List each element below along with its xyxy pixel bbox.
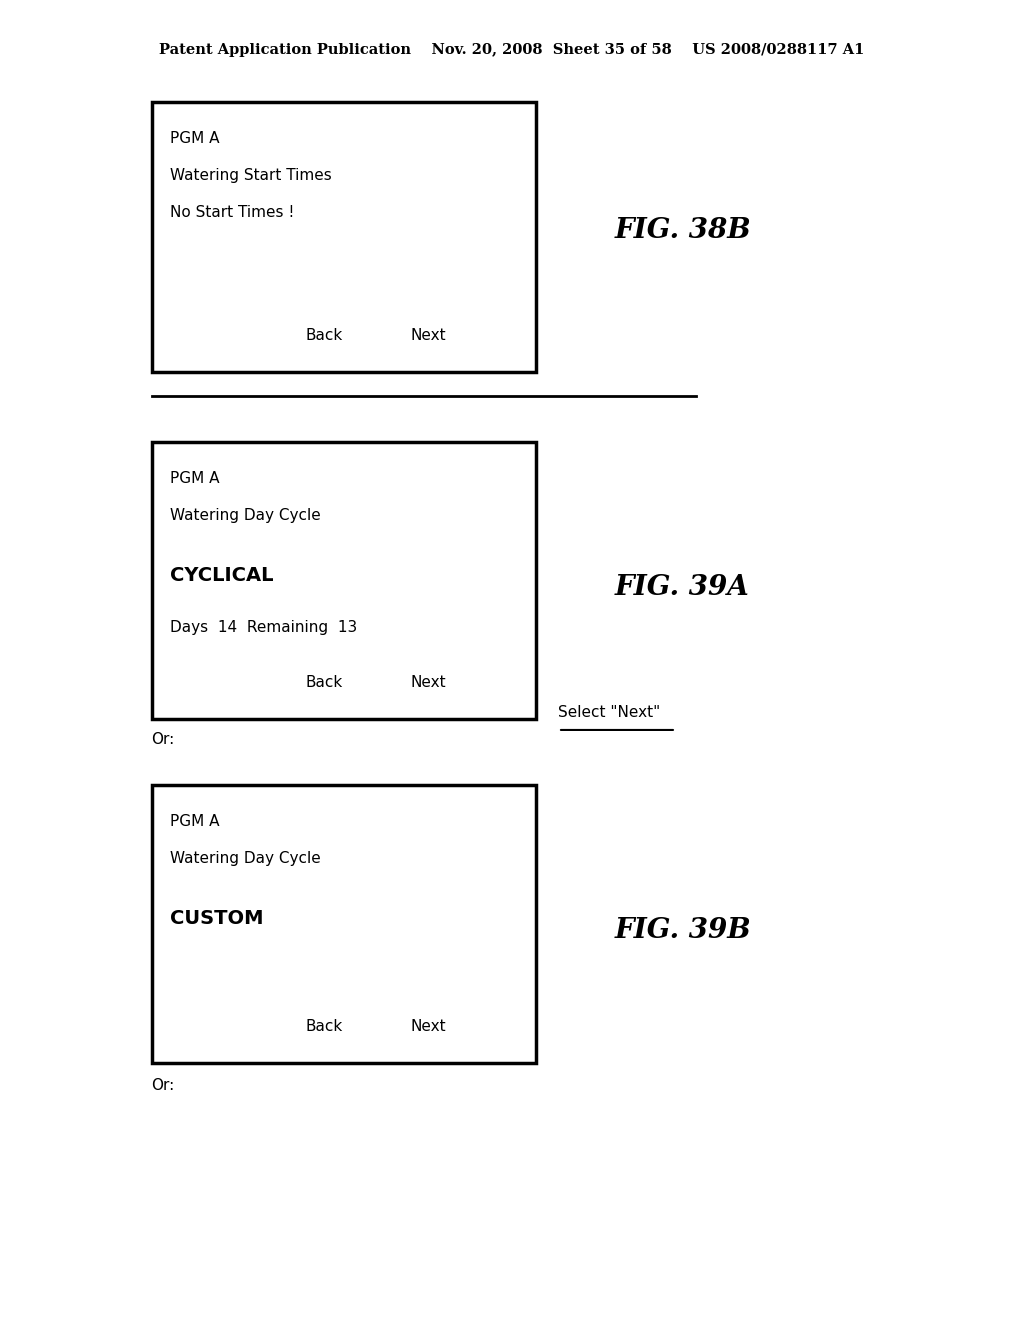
Text: Watering Day Cycle: Watering Day Cycle (170, 851, 321, 866)
Text: CYCLICAL: CYCLICAL (170, 566, 273, 585)
Text: Next: Next (411, 676, 445, 690)
Text: Or:: Or: (152, 731, 175, 747)
Text: Patent Application Publication    Nov. 20, 2008  Sheet 35 of 58    US 2008/02881: Patent Application Publication Nov. 20, … (160, 44, 864, 57)
Text: Back: Back (306, 676, 343, 690)
Text: PGM A: PGM A (170, 814, 219, 829)
Text: Or:: Or: (152, 1077, 175, 1093)
Text: Next: Next (411, 329, 445, 343)
FancyBboxPatch shape (152, 102, 536, 372)
Text: CUSTOM: CUSTOM (170, 909, 263, 928)
FancyBboxPatch shape (152, 785, 536, 1063)
Text: Back: Back (306, 329, 343, 343)
Text: PGM A: PGM A (170, 131, 219, 145)
Text: FIG. 39B: FIG. 39B (614, 917, 752, 944)
Text: FIG. 38B: FIG. 38B (614, 218, 752, 244)
Text: Next: Next (411, 1019, 445, 1034)
Text: Watering Start Times: Watering Start Times (170, 168, 332, 182)
FancyBboxPatch shape (152, 442, 536, 719)
Text: Select "Next": Select "Next" (558, 705, 660, 721)
Text: PGM A: PGM A (170, 471, 219, 486)
Text: Back: Back (306, 1019, 343, 1034)
Text: Days  14  Remaining  13: Days 14 Remaining 13 (170, 620, 357, 635)
Text: Watering Day Cycle: Watering Day Cycle (170, 508, 321, 523)
Text: FIG. 39A: FIG. 39A (614, 574, 750, 601)
Text: No Start Times !: No Start Times ! (170, 205, 294, 219)
